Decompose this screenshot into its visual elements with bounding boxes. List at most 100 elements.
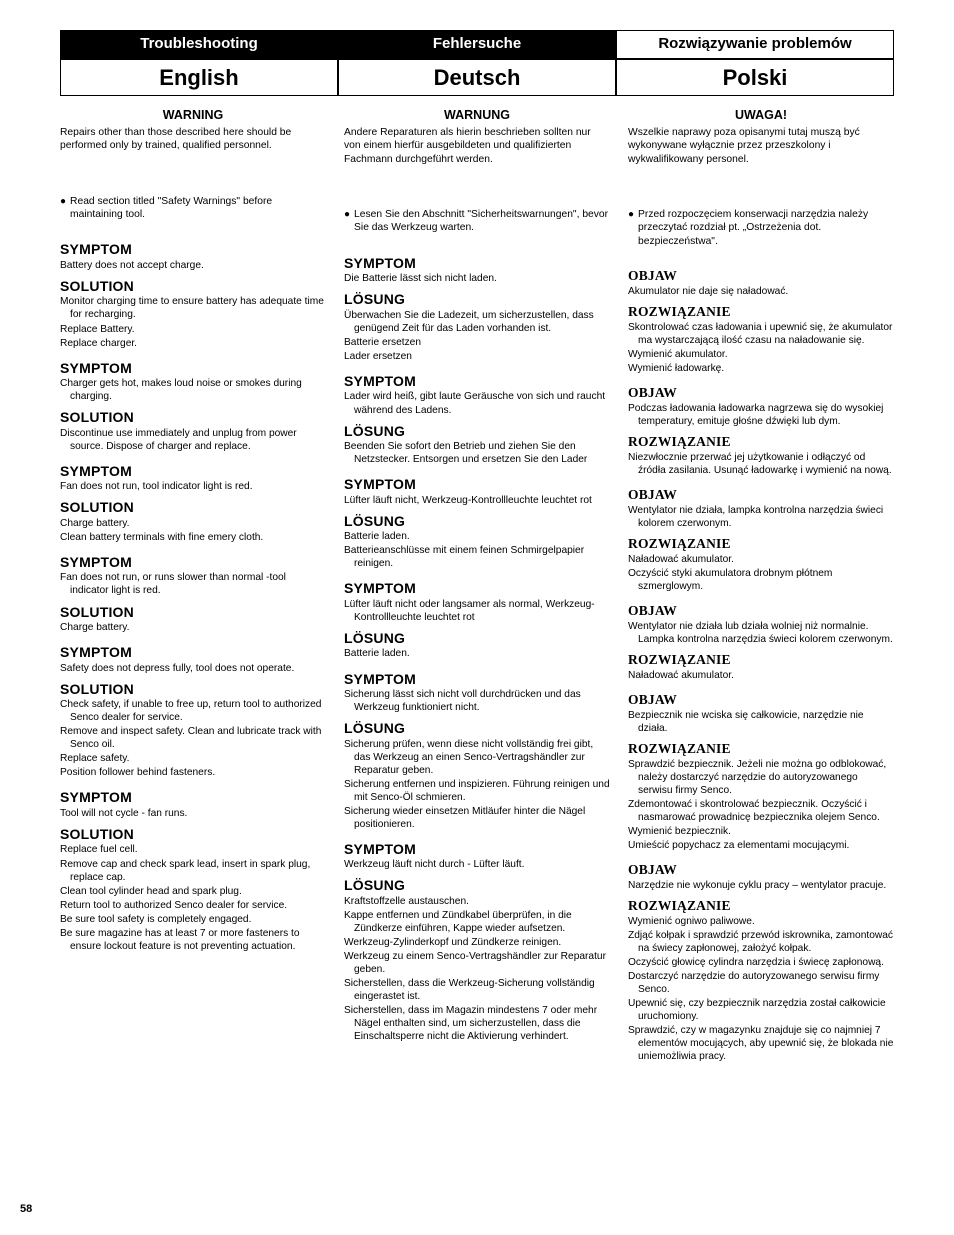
symptom-body: Lüfter läuft nicht oder langsamer als no… [344, 598, 610, 624]
safety-bullet-de: ● Lesen Sie den Abschnitt "Sicherheitswa… [344, 208, 610, 235]
warning-body-de: Andere Reparaturen als hierin beschriebe… [344, 126, 610, 166]
symptom-title: SYMPTOM [344, 841, 610, 859]
solution-body: Charge battery. [60, 621, 326, 634]
solution-line: Clean tool cylinder head and spark plug. [60, 885, 326, 898]
symptom-body: Akumulator nie daje się naładować. [628, 285, 894, 298]
solution-line: Return tool to authorized Senco dealer f… [60, 899, 326, 912]
language-header-row: English Deutsch Polski [60, 59, 894, 97]
solution-line: Remove and inspect safety. Clean and lub… [60, 725, 326, 751]
symptom-title: OBJAW [628, 268, 894, 285]
symptom-title: SYMPTOM [60, 241, 326, 259]
solution-line: Replace fuel cell. [60, 843, 326, 856]
symptom-body: Fan does not run, or runs slower than no… [60, 571, 326, 597]
solution-body: Naładować akumulator.Oczyścić styki akum… [628, 553, 894, 593]
bullet-icon: ● [628, 208, 634, 221]
solution-line: Niezwłocznie przerwać jej użytkowanie i … [628, 451, 894, 477]
header-fehlersuche: Fehlersuche [338, 30, 616, 59]
solution-line: Dostarczyć narzędzie do autoryzowanego s… [628, 970, 894, 996]
symptom-title: OBJAW [628, 385, 894, 402]
solution-title: SOLUTION [60, 409, 326, 427]
symptom-body: Fan does not run, tool indicator light i… [60, 480, 326, 493]
solution-line: Kraftstoffzelle austauschen. [344, 895, 610, 908]
warning-body-en: Repairs other than those described here … [60, 126, 326, 153]
symptom-title: SYMPTOM [60, 789, 326, 807]
solution-line: Zdemontować i skontrolować bezpiecznik. … [628, 798, 894, 824]
solution-body: Sprawdzić bezpiecznik. Jeżeli nie można … [628, 758, 894, 852]
warning-title-de: WARNUNG [344, 108, 610, 124]
symptom-body: Sicherung lässt sich nicht voll durchdrü… [344, 688, 610, 714]
symptom-body: Podczas ładowania ładowarka nagrzewa się… [628, 402, 894, 428]
symptom-body: Wentylator nie działa, lampka kontrolna … [628, 504, 894, 530]
solution-line: Sprawdzić, czy w magazynku znajduje się … [628, 1024, 894, 1063]
bullet-text-en: Read section titled "Safety Warnings" be… [70, 195, 326, 222]
bullet-icon: ● [60, 195, 66, 208]
solution-body: Batterie laden. [344, 647, 610, 660]
solution-line: Sicherung wieder einsetzen Mitläufer hin… [344, 805, 610, 831]
symptom-body: Die Batterie lässt sich nicht laden. [344, 272, 610, 285]
symptom-body: Lader wird heiß, gibt laute Geräusche vo… [344, 390, 610, 416]
items-pl: OBJAWAkumulator nie daje się naładować.R… [628, 268, 894, 1063]
symptom-body: Narzędzie nie wykonuje cyklu pracy – wen… [628, 879, 894, 892]
solution-line: Oczyścić głowicę cylindra narzędzia i św… [628, 956, 894, 969]
solution-body: Skontrolować czas ładowania i upewnić si… [628, 321, 894, 375]
solution-body: Replace fuel cell. Remove cap and check s… [60, 843, 326, 952]
solution-title: ROZWIĄZANIE [628, 434, 894, 451]
solution-title: SOLUTION [60, 278, 326, 296]
solution-line: Sicherung prüfen, wenn diese nicht volls… [344, 738, 610, 777]
solution-line: Sicherung entfernen und inspizieren. Füh… [344, 778, 610, 804]
solution-line: Wymienić ogniwo paliwowe. [628, 915, 894, 928]
symptom-title: SYMPTOM [344, 476, 610, 494]
symptom-body: Safety does not depress fully, tool does… [60, 662, 326, 675]
bullet-text-de: Lesen Sie den Abschnitt "Sicherheitswarn… [354, 208, 610, 235]
solution-line: Wymienić bezpiecznik. [628, 825, 894, 838]
solution-title: SOLUTION [60, 826, 326, 844]
solution-line: Sicherstellen, dass im Magazin mindesten… [344, 1004, 610, 1043]
solution-body: Beenden Sie sofort den Betrieb und ziehe… [344, 440, 610, 466]
solution-title: LÖSUNG [344, 423, 610, 441]
lang-english: English [60, 59, 338, 97]
solution-line: Batterie laden. [344, 530, 610, 543]
solution-body: Kraftstoffzelle austauschen.Kappe entfer… [344, 895, 610, 1044]
solution-body: Batterie laden.Batterieanschlüsse mit ei… [344, 530, 610, 570]
solution-line: Wymienić akumulator. [628, 348, 894, 361]
solution-body: Discontinue use immediately and unplug f… [60, 427, 326, 453]
solution-line: Discontinue use immediately and unplug f… [60, 427, 326, 453]
items-en: SYMPTOMBattery does not accept charge.SO… [60, 241, 326, 952]
symptom-title: SYMPTOM [60, 360, 326, 378]
page-number: 58 [20, 1203, 32, 1217]
solution-line: Check safety, if unable to free up, retu… [60, 698, 326, 724]
solution-title: SOLUTION [60, 604, 326, 622]
solution-title: ROZWIĄZANIE [628, 652, 894, 669]
solution-title: LÖSUNG [344, 877, 610, 895]
solution-body: Check safety, if unable to free up, retu… [60, 698, 326, 779]
symptom-title: OBJAW [628, 487, 894, 504]
symptom-body: Battery does not accept charge. [60, 259, 326, 272]
solution-line: Zdjąć kołpak i sprawdzić przewód iskrown… [628, 929, 894, 955]
solution-body: Niezwłocznie przerwać jej użytkowanie i … [628, 451, 894, 477]
solution-line: Be sure tool safety is completely engage… [60, 913, 326, 926]
solution-line: Beenden Sie sofort den Betrieb und ziehe… [344, 440, 610, 466]
solution-line: Replace Battery. [60, 323, 326, 336]
symptom-title: SYMPTOM [344, 373, 610, 391]
solution-line: Remove cap and check spark lead, insert … [60, 858, 326, 884]
solution-line: Clean battery terminals with fine emery … [60, 531, 326, 544]
symptom-body: Wentylator nie działa lub działa wolniej… [628, 620, 894, 646]
solution-line: Charge battery. [60, 517, 326, 530]
solution-line: Upewnić się, czy bezpiecznik narzędzia z… [628, 997, 894, 1023]
symptom-title: SYMPTOM [60, 554, 326, 572]
symptom-body: Tool will not cycle - fan runs. [60, 807, 326, 820]
solution-line: Batterieanschlüsse mit einem feinen Schm… [344, 544, 610, 570]
solution-body: Wymienić ogniwo paliwowe.Zdjąć kołpak i … [628, 915, 894, 1064]
symptom-body: Werkzeug läuft nicht durch - Lüfter läuf… [344, 858, 610, 871]
column-deutsch: WARNUNG Andere Reparaturen als hierin be… [344, 108, 610, 1064]
solution-title: SOLUTION [60, 681, 326, 699]
solution-line: Replace safety. [60, 752, 326, 765]
symptom-title: SYMPTOM [344, 671, 610, 689]
solution-line: Naładować akumulator. [628, 553, 894, 566]
warning-body-pl: Wszelkie naprawy poza opisanymi tutaj mu… [628, 126, 894, 166]
header-troubleshooting: Troubleshooting [60, 30, 338, 59]
solution-title: SOLUTION [60, 499, 326, 517]
solution-line: Skontrolować czas ładowania i upewnić si… [628, 321, 894, 347]
solution-line: Oczyścić styki akumulatora drobnym płótn… [628, 567, 894, 593]
solution-line: Position follower behind fasteners. [60, 766, 326, 779]
